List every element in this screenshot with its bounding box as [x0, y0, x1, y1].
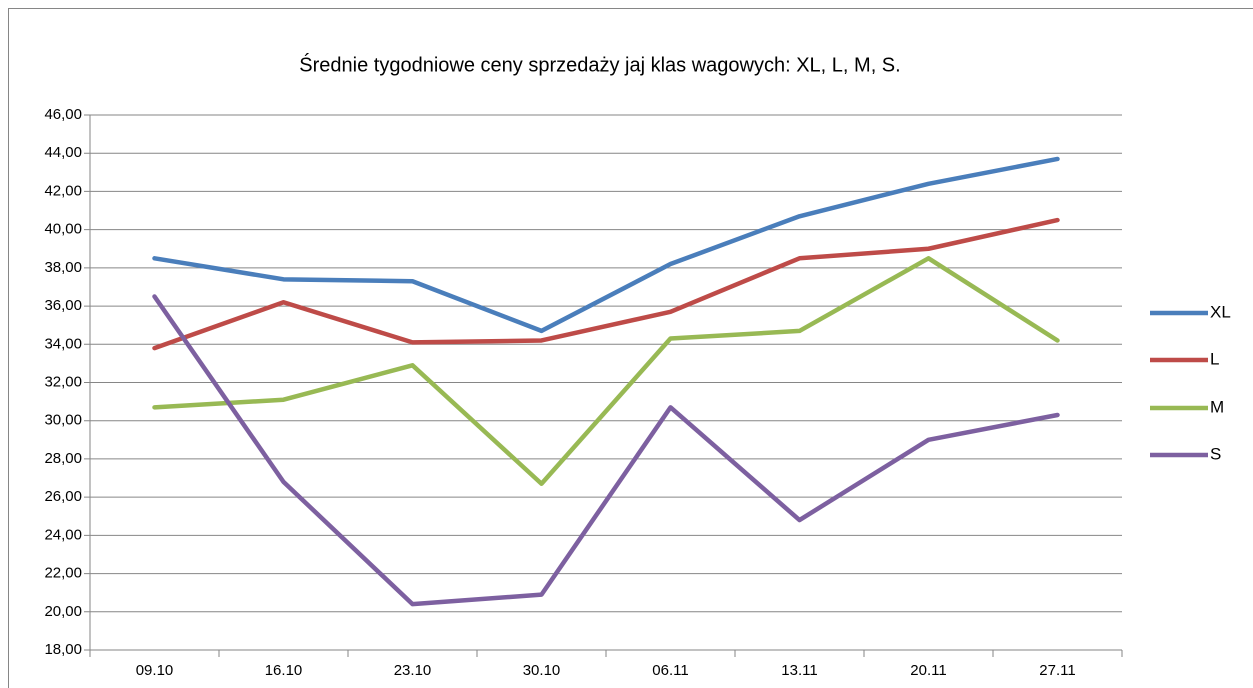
- x-tick-label: 09.10: [136, 662, 174, 679]
- y-tick-label: 20,00: [44, 603, 82, 620]
- legend-label: M: [1210, 397, 1224, 416]
- x-tick-label: 06.11: [652, 662, 688, 679]
- y-tick-label: 30,00: [44, 412, 82, 429]
- y-tick-label: 38,00: [44, 259, 82, 276]
- y-tick-label: 46,00: [44, 106, 82, 123]
- y-tick-label: 18,00: [44, 641, 82, 658]
- series-line: [152, 156, 1060, 334]
- y-tick-label: 26,00: [44, 488, 82, 505]
- x-tick-label: 20.11: [910, 662, 946, 679]
- y-tick-label: 24,00: [44, 526, 82, 543]
- series-line: [152, 294, 1060, 607]
- y-tick-label: 34,00: [44, 335, 82, 352]
- x-tick-label: 16.10: [265, 662, 303, 679]
- y-tick-label: 36,00: [44, 297, 82, 314]
- y-tick-label: 28,00: [44, 450, 82, 467]
- x-tick-label: 27.11: [1039, 662, 1075, 679]
- y-tick-label: 44,00: [44, 144, 82, 161]
- y-tick-label: 22,00: [44, 565, 82, 582]
- x-tick-label: 30.10: [523, 662, 561, 679]
- chart-frame: [8, 8, 1253, 688]
- y-tick-label: 42,00: [44, 182, 82, 199]
- chart-title: Średnie tygodniowe ceny sprzedaży jaj kl…: [299, 52, 900, 76]
- legend-label: L: [1210, 349, 1219, 368]
- series-line: [152, 256, 1060, 487]
- y-tick-label: 32,00: [44, 373, 82, 390]
- x-tick-label: 13.11: [781, 662, 817, 679]
- y-tick-label: 40,00: [44, 221, 82, 238]
- series-line: [152, 217, 1060, 351]
- x-tick-label: 23.10: [394, 662, 432, 679]
- legend-label: S: [1210, 444, 1221, 463]
- legend-label: XL: [1210, 302, 1231, 321]
